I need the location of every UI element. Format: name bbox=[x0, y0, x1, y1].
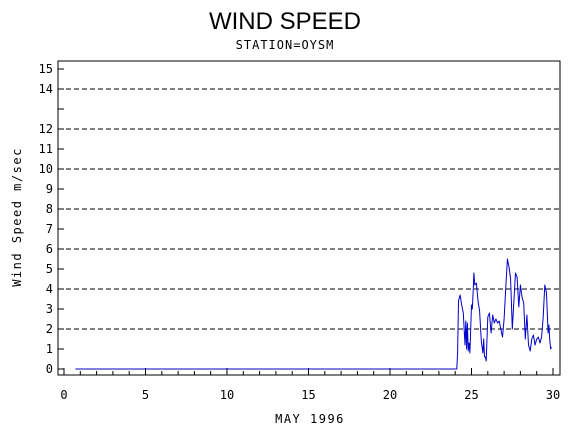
series-lines bbox=[75, 258, 552, 370]
chart-title: WIND SPEED bbox=[209, 8, 361, 35]
x-tick-label: 10 bbox=[220, 388, 234, 402]
y-tick-label: 2 bbox=[46, 322, 53, 336]
y-tick-label: 10 bbox=[39, 162, 53, 176]
y-tick-label: 4 bbox=[46, 282, 53, 296]
chart-subtitle: STATION=OYSM bbox=[236, 38, 335, 52]
y-tick-label: 1 bbox=[46, 342, 53, 356]
y-tick-label: 6 bbox=[46, 242, 53, 256]
series-line-0 bbox=[75, 258, 552, 370]
y-tick-label: 14 bbox=[39, 82, 53, 96]
y-tick-label: 15 bbox=[39, 62, 53, 76]
y-tick-label: 5 bbox=[46, 262, 53, 276]
y-tick-label: 8 bbox=[46, 202, 53, 216]
x-tick-label: 25 bbox=[464, 388, 478, 402]
y-axis-label: Wind Speed m/sec bbox=[10, 147, 24, 287]
grid-lines bbox=[58, 88, 560, 330]
y-tick-label: 12 bbox=[39, 122, 53, 136]
x-tick-label: 20 bbox=[383, 388, 397, 402]
x-axis-label: MAY 1996 bbox=[275, 412, 345, 426]
plot-frame bbox=[57, 60, 561, 376]
y-tick-label: 11 bbox=[39, 142, 53, 156]
x-tick-label: 0 bbox=[60, 388, 67, 402]
x-tick-label: 5 bbox=[142, 388, 149, 402]
x-axis: 0 5 10 15 20 25 30 bbox=[60, 368, 560, 402]
x-tick-label: 15 bbox=[301, 388, 315, 402]
x-tick-label: 30 bbox=[546, 388, 560, 402]
y-tick-label: 3 bbox=[46, 302, 53, 316]
y-tick-label: 7 bbox=[46, 222, 53, 236]
y-tick-label: 0 bbox=[46, 362, 53, 376]
y-tick-label: 9 bbox=[46, 182, 53, 196]
